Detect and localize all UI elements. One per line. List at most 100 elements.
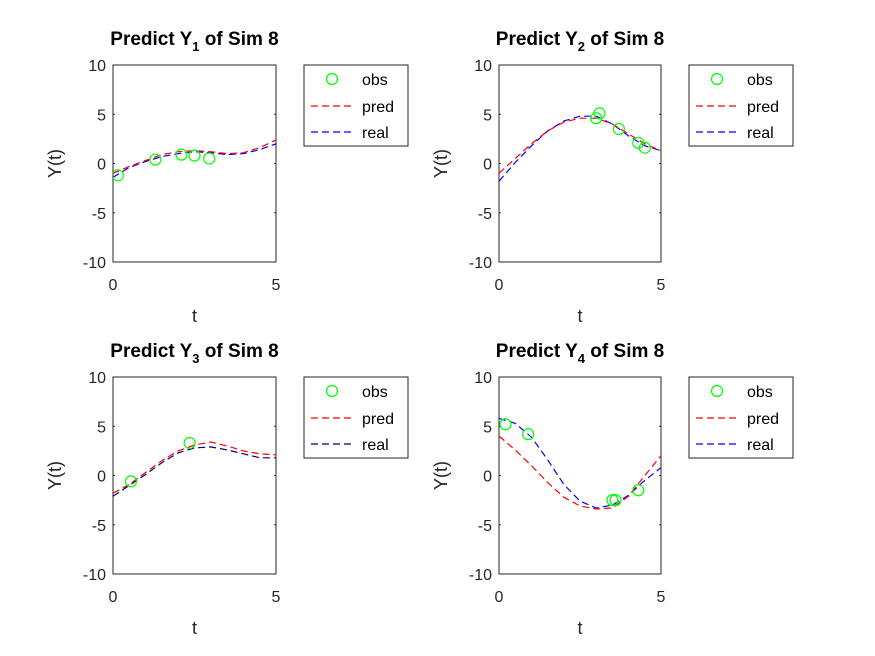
legend: obs pred real — [688, 376, 794, 459]
axes-box — [498, 64, 662, 263]
y-tick-label: 5 — [97, 107, 106, 124]
legend-label-real: real — [362, 125, 389, 142]
title-prefix: Predict Y — [110, 29, 192, 50]
y-tick-label: 0 — [483, 157, 492, 174]
y-tick-label: 10 — [88, 370, 106, 387]
obs-point — [113, 169, 124, 182]
obs-point — [188, 149, 201, 162]
y-tick-label: 10 — [474, 370, 492, 387]
subplot-title: Predict Y1 of Sim 8 — [110, 29, 278, 54]
x-tick-label: 0 — [109, 589, 118, 606]
plot-area — [499, 107, 661, 182]
y-tick-label: -5 — [478, 206, 492, 223]
x-tick-label: 5 — [272, 277, 281, 294]
obs-point — [632, 484, 645, 497]
y-tick-label: 0 — [97, 469, 106, 486]
legend: obs pred real — [303, 376, 409, 459]
y-tick-label: -10 — [469, 567, 492, 584]
obs-point — [612, 122, 625, 136]
plot-area — [499, 417, 661, 510]
obs-point — [175, 148, 188, 161]
title-prefix: Predict Y — [496, 341, 578, 362]
y-tick-label: 10 — [474, 58, 492, 75]
title-suffix: of Sim 8 — [200, 341, 279, 362]
y-axis-label: Y(t) — [431, 461, 451, 490]
legend-label-obs: obs — [747, 72, 773, 89]
legend-label-obs: obs — [362, 384, 388, 401]
legend-box — [688, 64, 794, 147]
x-tick-label: 5 — [657, 277, 666, 294]
y-tick-label: -5 — [92, 518, 106, 535]
title-subscript: 4 — [578, 351, 586, 366]
obs-point — [638, 141, 651, 154]
legend-box — [303, 376, 409, 459]
legend-label-obs: obs — [747, 384, 773, 401]
legend-obs-marker — [710, 384, 724, 398]
subplot-title: Predict Y2 of Sim 8 — [496, 29, 664, 54]
x-tick-label: 5 — [272, 589, 281, 606]
legend-obs-marker — [325, 72, 339, 86]
x-axis-label: t — [192, 306, 197, 326]
subplot-title: Predict Y3 of Sim 8 — [110, 341, 278, 366]
y-tick-label: 5 — [483, 419, 492, 436]
y-tick-label: 5 — [97, 419, 106, 436]
y-tick-label: -5 — [92, 206, 106, 223]
legend: obs pred real — [688, 64, 794, 147]
y-tick-label: 10 — [88, 58, 106, 75]
title-subscript: 1 — [192, 39, 199, 54]
obs-point — [203, 152, 216, 165]
series-pred-line — [499, 117, 661, 174]
title-subscript: 2 — [578, 39, 585, 54]
legend-label-pred: pred — [362, 99, 394, 116]
series-pred-line — [499, 435, 661, 510]
title-prefix: Predict Y — [110, 341, 192, 362]
legend-obs-marker — [710, 72, 724, 86]
y-tick-label: 0 — [483, 469, 492, 486]
y-axis-label: Y(t) — [431, 149, 451, 178]
title-prefix: Predict Y — [496, 29, 578, 50]
legend-label-pred: pred — [747, 411, 779, 428]
y-tick-label: -10 — [469, 255, 492, 272]
obs-point — [124, 475, 138, 488]
x-tick-label: 0 — [109, 277, 118, 294]
obs-point — [499, 418, 512, 431]
legend-label-pred: pred — [747, 99, 779, 116]
subplot-title: Predict Y4 of Sim 8 — [496, 341, 664, 366]
legend: obs pred real — [303, 64, 409, 147]
legend-label-real: real — [362, 437, 389, 454]
y-tick-label: 0 — [97, 157, 106, 174]
y-axis-label: Y(t) — [45, 149, 65, 178]
legend-label-obs: obs — [362, 72, 388, 89]
obs-point — [183, 436, 196, 450]
obs-point — [593, 107, 606, 120]
x-axis-label: t — [192, 618, 197, 638]
plot-area — [113, 139, 276, 182]
legend-box — [303, 64, 409, 147]
axes-box — [112, 64, 277, 263]
x-axis-label: t — [577, 618, 582, 638]
obs-point — [609, 494, 622, 507]
axes-box — [498, 376, 662, 575]
title-suffix: of Sim 8 — [585, 341, 664, 362]
x-axis-label: t — [577, 306, 582, 326]
obs-point — [522, 428, 535, 441]
plot-area — [113, 436, 276, 497]
legend-label-pred: pred — [362, 411, 394, 428]
title-suffix: of Sim 8 — [200, 29, 279, 50]
legend-label-real: real — [747, 437, 774, 454]
y-tick-label: -10 — [83, 567, 106, 584]
title-suffix: of Sim 8 — [585, 29, 664, 50]
x-tick-label: 0 — [495, 277, 504, 294]
title-subscript: 3 — [192, 351, 199, 366]
legend-obs-marker — [325, 384, 339, 398]
y-tick-label: -10 — [83, 255, 106, 272]
obs-point — [149, 153, 162, 166]
x-tick-label: 5 — [657, 589, 666, 606]
axes-box — [112, 376, 277, 575]
legend-label-real: real — [747, 125, 774, 142]
